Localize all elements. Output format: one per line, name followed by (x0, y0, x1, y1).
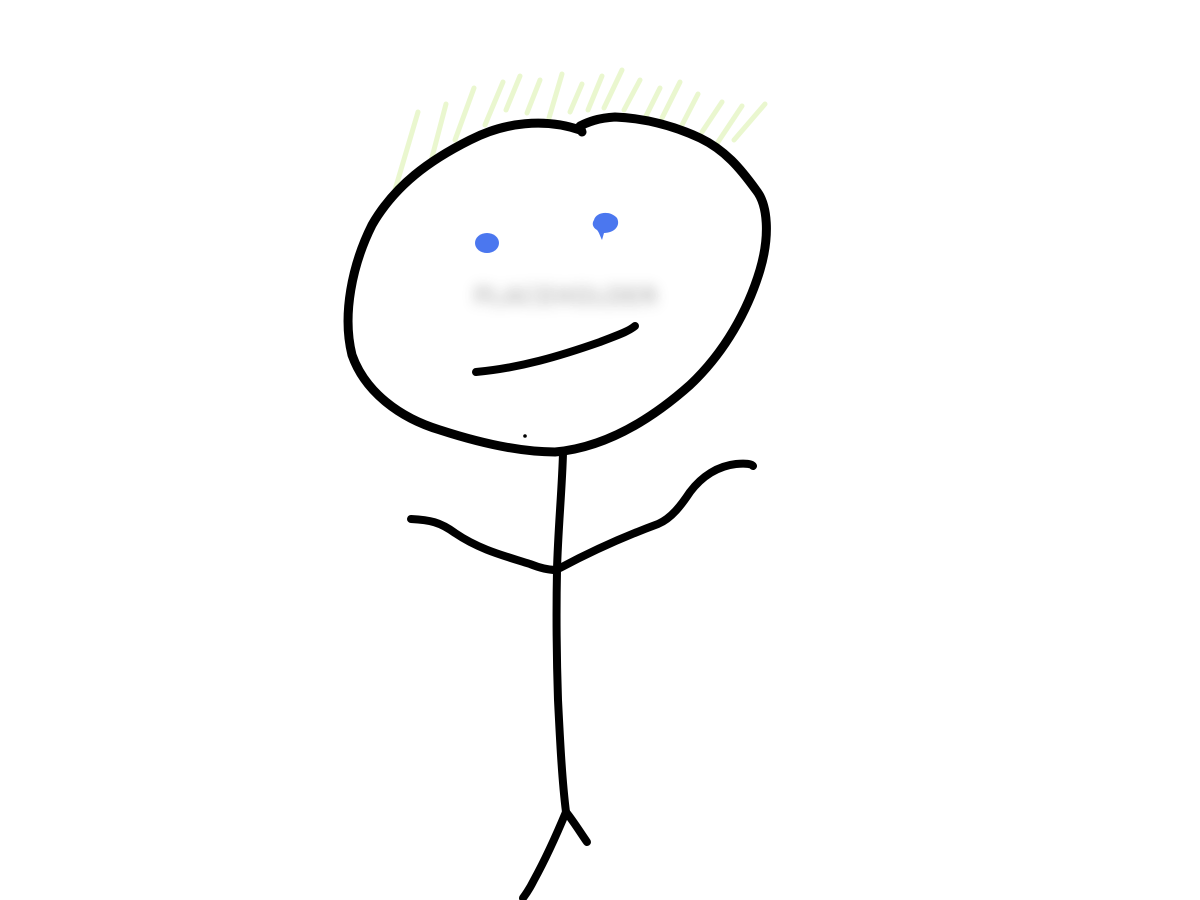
hair (389, 67, 768, 203)
hair-strand (601, 67, 625, 111)
blurred-label: PLACEHOLDER (474, 285, 660, 310)
hair-strand (731, 101, 768, 143)
hair-strand (427, 101, 449, 168)
hair-strand (659, 79, 683, 121)
stray-dot (523, 434, 527, 438)
hair-strand (503, 73, 523, 113)
hair-strand (452, 85, 477, 143)
hair-strand (715, 103, 745, 145)
hair-strand (482, 79, 506, 128)
hair-strand (567, 81, 585, 115)
body-line (552, 449, 570, 816)
left-leg (519, 808, 570, 900)
right-eye (592, 212, 619, 240)
hair-strand (585, 73, 605, 113)
hair-strand (699, 99, 725, 135)
right-arm (556, 459, 757, 572)
left-arm (407, 515, 560, 574)
right-leg (562, 808, 591, 846)
left-eye (475, 233, 499, 253)
hair-strand (524, 77, 543, 116)
hair-strand (546, 71, 565, 121)
head-outline (343, 112, 771, 457)
hair-strand (679, 91, 701, 128)
hair-strand (389, 109, 421, 203)
hair-strand (641, 85, 663, 123)
mouth (472, 322, 639, 376)
hair-strand (621, 77, 643, 113)
